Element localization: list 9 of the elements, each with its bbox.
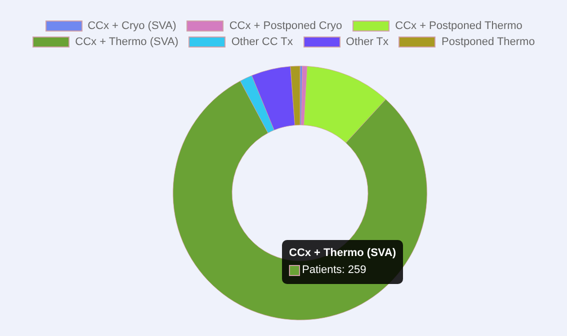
legend-label: Postponed Thermo bbox=[440, 36, 535, 48]
legend-label: CCx + Postponed Cryo bbox=[228, 20, 342, 32]
legend-label: CCx + Thermo (SVA) bbox=[74, 36, 178, 48]
legend-label: Other CC Tx bbox=[230, 36, 293, 48]
text: Patients: 259 bbox=[301, 263, 368, 278]
text: CCx + Thermo (SVA) bbox=[289, 246, 396, 261]
legend-label: CCx + Cryo (SVA) bbox=[86, 20, 176, 32]
legend-label: CCx + Postponed Thermo bbox=[394, 20, 522, 32]
legend-label: Other Tx bbox=[344, 36, 388, 48]
